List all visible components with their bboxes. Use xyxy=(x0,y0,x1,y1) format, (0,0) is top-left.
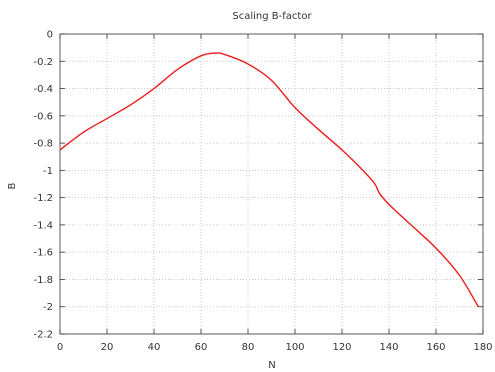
y-tick-label: -0.8 xyxy=(33,139,53,150)
chart-title: Scaling B-factor xyxy=(232,11,312,22)
y-axis-title: B xyxy=(7,182,18,189)
x-tick-label: 80 xyxy=(242,342,255,353)
y-tick-label: -1.4 xyxy=(33,220,53,231)
x-tick-label: 120 xyxy=(332,342,351,353)
x-tick-label: 180 xyxy=(473,342,492,353)
x-axis-title: N xyxy=(268,360,275,371)
y-tick-label: -1 xyxy=(43,166,53,177)
y-tick-label: -2 xyxy=(43,302,53,313)
x-tick-label: 60 xyxy=(195,342,208,353)
x-tick-label: 140 xyxy=(379,342,398,353)
x-tick-label: 20 xyxy=(101,342,114,353)
y-tick-label: -1.8 xyxy=(33,275,53,286)
x-tick-label: 40 xyxy=(148,342,161,353)
grid-lines xyxy=(60,34,483,334)
x-tick-label: 0 xyxy=(57,342,63,353)
series-line xyxy=(59,52,479,308)
plot-frame xyxy=(59,33,484,335)
y-tick-label: -1.2 xyxy=(33,193,53,204)
y-tick-label: -0.4 xyxy=(33,84,53,95)
y-tick-labels: 0 -0.2 -0.4 -0.6 -0.8 -1 -1.2 -1.4 -1.6 -1.8 -2 -2.… xyxy=(33,30,53,341)
y-tick-label: -2.2 xyxy=(33,330,53,341)
x-tick-label: 100 xyxy=(285,342,304,353)
x-tick-labels: 0 20 40 60 80 100 120 140 160 180 xyxy=(57,342,493,353)
y-tick-label: -1.6 xyxy=(33,248,53,259)
x-tick-label: 160 xyxy=(426,342,445,353)
y-tick-label: -0.6 xyxy=(33,111,53,122)
y-tick-label: 0 xyxy=(47,30,53,41)
axis-ticks xyxy=(59,33,484,335)
series-layer xyxy=(59,52,479,308)
y-tick-label: -0.2 xyxy=(33,57,53,68)
